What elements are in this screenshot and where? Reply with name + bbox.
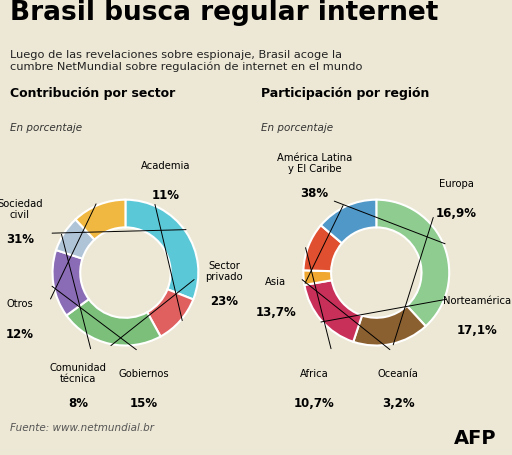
Wedge shape	[305, 281, 362, 342]
Text: 12%: 12%	[6, 327, 34, 340]
Text: Participación por región: Participación por región	[261, 86, 430, 100]
Wedge shape	[321, 200, 376, 244]
Text: Contribución por sector: Contribución por sector	[10, 86, 176, 100]
Wedge shape	[76, 200, 125, 240]
Text: Oceanía: Oceanía	[378, 368, 419, 378]
Text: 31%: 31%	[6, 233, 34, 245]
Text: 16,9%: 16,9%	[436, 207, 477, 220]
Wedge shape	[125, 200, 198, 300]
Text: Fuente: www.netmundial.br: Fuente: www.netmundial.br	[10, 423, 154, 432]
Text: Sector
privado: Sector privado	[205, 260, 243, 282]
Wedge shape	[376, 200, 449, 327]
Text: Norteamérica: Norteamérica	[443, 295, 511, 305]
Text: América Latina
y El Caribe: América Latina y El Caribe	[276, 152, 352, 174]
Wedge shape	[67, 299, 161, 346]
Text: Sociedad
civil: Sociedad civil	[0, 198, 42, 220]
Wedge shape	[304, 226, 342, 272]
Text: 8%: 8%	[68, 396, 88, 409]
Text: 10,7%: 10,7%	[294, 396, 335, 409]
Text: Europa: Europa	[439, 178, 474, 188]
Wedge shape	[353, 306, 425, 346]
Text: Comunidad
técnica: Comunidad técnica	[50, 362, 106, 384]
Text: En porcentaje: En porcentaje	[10, 123, 82, 133]
Text: Brasil busca regular internet: Brasil busca regular internet	[10, 0, 439, 26]
Text: Asia: Asia	[265, 277, 286, 287]
Text: 17,1%: 17,1%	[457, 323, 497, 336]
Text: 23%: 23%	[210, 294, 238, 307]
Wedge shape	[53, 251, 89, 316]
Text: 3,2%: 3,2%	[382, 396, 415, 409]
Wedge shape	[147, 289, 193, 337]
Text: AFP: AFP	[454, 428, 497, 447]
Text: Academia: Academia	[141, 160, 190, 170]
Wedge shape	[304, 271, 332, 285]
Text: En porcentaje: En porcentaje	[261, 123, 333, 133]
Text: 13,7%: 13,7%	[255, 305, 296, 318]
Text: Luego de las revelaciones sobre espionaje, Brasil acoge la
cumbre NetMundial sob: Luego de las revelaciones sobre espionaj…	[10, 50, 362, 72]
Text: 38%: 38%	[300, 187, 328, 199]
Text: Gobiernos: Gobiernos	[118, 368, 169, 378]
Text: 11%: 11%	[152, 189, 180, 202]
Text: Africa: Africa	[300, 368, 329, 378]
Text: 15%: 15%	[130, 396, 158, 409]
Wedge shape	[56, 220, 95, 259]
Text: Otros: Otros	[6, 298, 33, 308]
